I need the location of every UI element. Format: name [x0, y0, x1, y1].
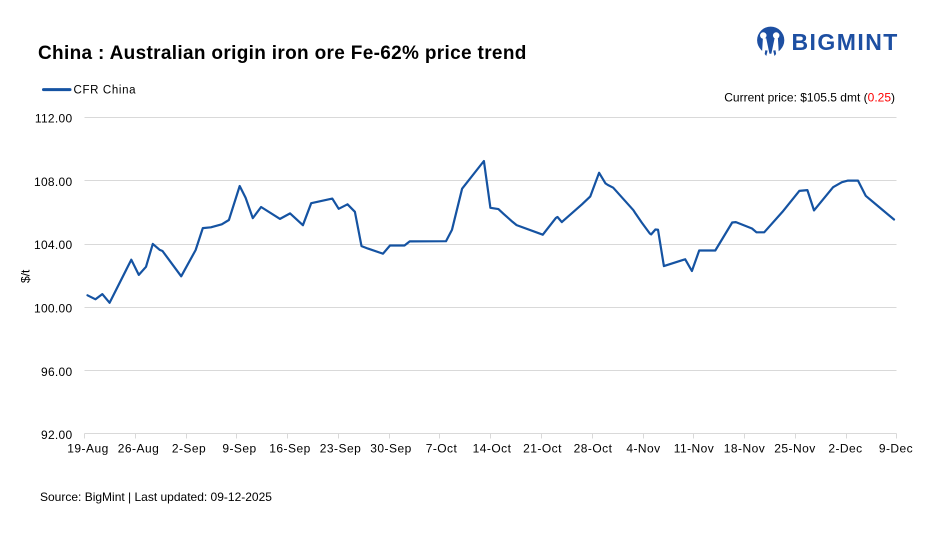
svg-text:23-Sep: 23-Sep [320, 441, 361, 455]
svg-text:4-Nov: 4-Nov [626, 441, 660, 455]
svg-text:11-Nov: 11-Nov [674, 441, 715, 455]
svg-text:26-Aug: 26-Aug [118, 441, 159, 455]
svg-text:Source: BigMint | Last updated: Source: BigMint | Last updated: 09-12-20… [40, 490, 272, 504]
svg-text:92.00: 92.00 [41, 428, 73, 442]
svg-text:2-Sep: 2-Sep [172, 441, 206, 455]
svg-text:$/t: $/t [18, 269, 32, 283]
svg-text:China : Australian origin iron: China : Australian origin iron ore Fe-62… [38, 43, 527, 64]
svg-text:96.00: 96.00 [41, 365, 73, 379]
svg-text:25-Nov: 25-Nov [774, 441, 815, 455]
svg-text:30-Sep: 30-Sep [370, 441, 411, 455]
svg-text:9-Dec: 9-Dec [879, 441, 913, 455]
svg-text:7-Oct: 7-Oct [426, 441, 458, 455]
svg-text:108.00: 108.00 [34, 175, 73, 189]
svg-text:9-Sep: 9-Sep [222, 441, 256, 455]
svg-text:21-Oct: 21-Oct [523, 441, 562, 455]
svg-text:104.00: 104.00 [34, 238, 73, 252]
svg-text:19-Aug: 19-Aug [67, 441, 108, 455]
svg-text:2-Dec: 2-Dec [828, 441, 862, 455]
svg-text:CFR China: CFR China [74, 85, 137, 97]
svg-text:28-Oct: 28-Oct [574, 441, 613, 455]
svg-text:112.00: 112.00 [35, 112, 73, 126]
svg-text:16-Sep: 16-Sep [269, 441, 310, 455]
svg-text:BIGMINT: BIGMINT [792, 29, 899, 55]
svg-text:14-Oct: 14-Oct [473, 441, 512, 455]
svg-text:Current price: $105.5 dmt (0.2: Current price: $105.5 dmt (0.25) [724, 91, 895, 105]
svg-text:18-Nov: 18-Nov [724, 441, 765, 455]
svg-text:100.00: 100.00 [34, 302, 73, 316]
